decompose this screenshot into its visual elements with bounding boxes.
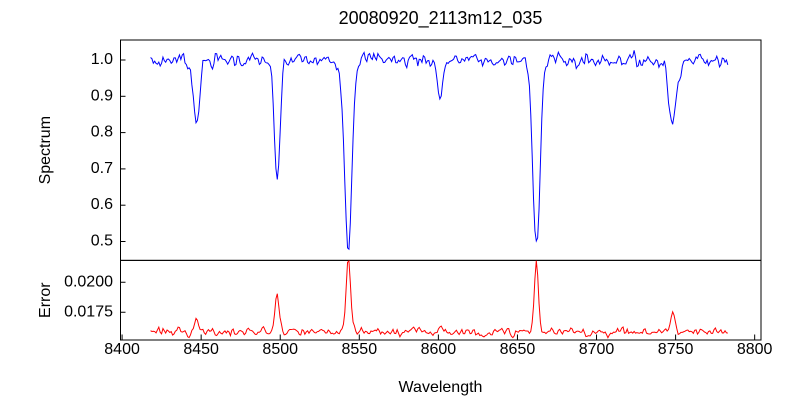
svg-text:1.0: 1.0 [91,51,113,68]
svg-text:0.9: 0.9 [91,87,113,104]
svg-text:0.5: 0.5 [91,233,113,250]
svg-text:0.6: 0.6 [91,196,113,213]
svg-text:20080920_2113m12_035: 20080920_2113m12_035 [339,8,543,29]
svg-text:0.0175: 0.0175 [64,303,113,320]
svg-text:8600: 8600 [421,341,457,358]
svg-text:8700: 8700 [579,341,615,358]
svg-text:0.7: 0.7 [91,160,113,177]
svg-text:8550: 8550 [342,341,378,358]
svg-text:8450: 8450 [183,341,219,358]
svg-text:0.0200: 0.0200 [64,273,113,290]
svg-text:Error: Error [37,282,54,318]
svg-text:Wavelength: Wavelength [399,379,483,396]
svg-text:8500: 8500 [262,341,298,358]
svg-text:Spectrum: Spectrum [37,116,54,184]
svg-text:8650: 8650 [500,341,536,358]
svg-text:8800: 8800 [737,341,773,358]
svg-text:0.8: 0.8 [91,124,113,141]
svg-text:8400: 8400 [104,341,140,358]
svg-text:8750: 8750 [658,341,694,358]
